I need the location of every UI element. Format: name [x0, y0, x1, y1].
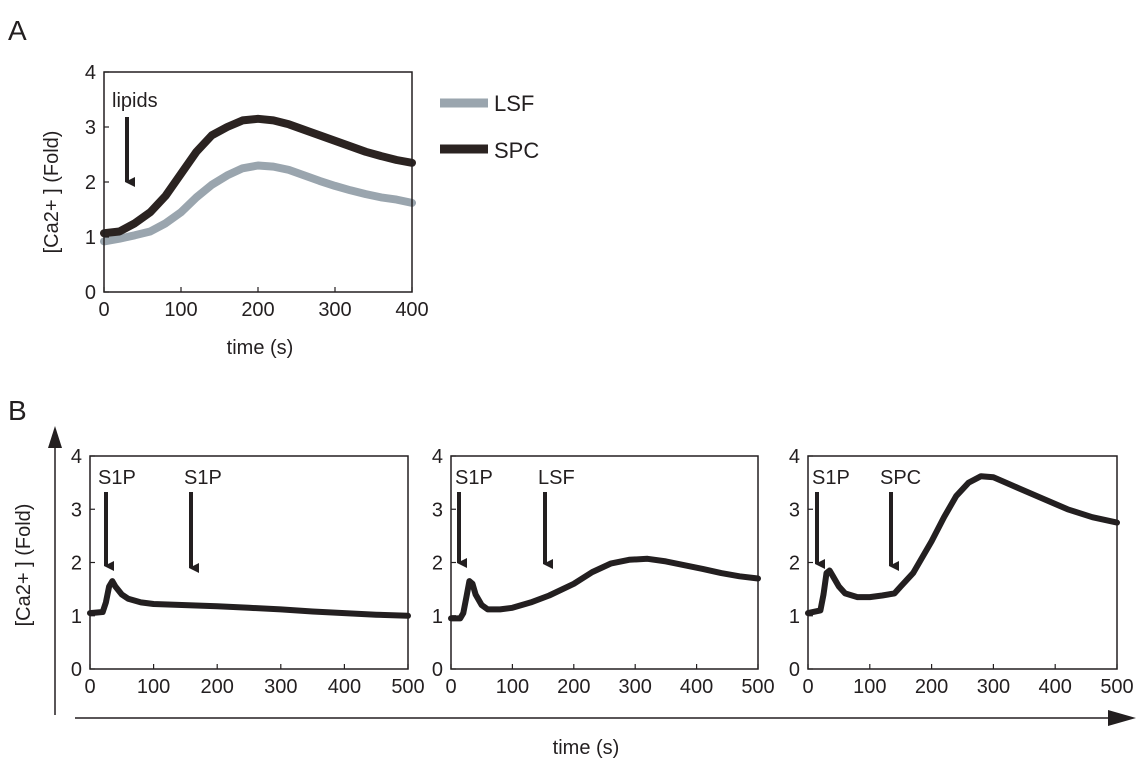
chart-b2-series-layer — [448, 555, 761, 622]
chart-b1-frame — [89, 455, 409, 670]
chart-b2-frame — [450, 455, 759, 670]
chart-b3-annotation-spc: SPC — [880, 467, 921, 489]
chart-b2-ytick-label: 2 — [432, 553, 443, 575]
chart-b2-annotation-lsf: LSF — [538, 467, 575, 489]
chart-a-ytick-label: 3 — [85, 117, 96, 139]
chart-a-xtick-label: 200 — [241, 299, 274, 321]
chart-a-legend: LSF SPC — [440, 91, 539, 163]
chart-b2-xtick-label: 500 — [741, 676, 774, 698]
chart-b3-xtick-label: 100 — [853, 676, 886, 698]
chart-b3-xtick-label: 400 — [1039, 676, 1072, 698]
chart-b1-ytick-label: 2 — [71, 553, 82, 575]
chart-b3-xtick-label: 200 — [915, 676, 948, 698]
chart-b3-xtick-label: 500 — [1100, 676, 1133, 698]
chart-b1-annotation-s1p-1: S1P — [98, 467, 136, 489]
chart-b2-xtick-label: 400 — [680, 676, 713, 698]
chart-b2-annotation-s1p: S1P — [455, 467, 493, 489]
chart-a-ylabel: [Ca2+ ] (Fold) — [41, 131, 63, 254]
legend-label-lsf: LSF — [494, 91, 534, 116]
chart-a-ytick-label: 2 — [85, 172, 96, 194]
chart-b1-series-layer — [87, 578, 411, 619]
chart-b3: 0 100 200 300 400 500 0 1 2 3 4 S1P SPC — [789, 446, 1134, 698]
chart-b1-ytick-label: 1 — [71, 606, 82, 628]
chart-b1: 0 100 200 300 400 500 0 1 2 3 4 S1P S1P — [71, 446, 425, 698]
chart-b2-xtick-label: 0 — [445, 676, 456, 698]
chart-a-series-layer — [100, 114, 416, 246]
chart-b1-xtick-label: 100 — [137, 676, 170, 698]
chart-a-series-lsf — [100, 161, 416, 246]
chart-b3-series-line-0 — [805, 473, 1120, 617]
chart-a-ytick-label: 1 — [85, 227, 96, 249]
chart-b1-xtick-label: 500 — [391, 676, 424, 698]
panel-b-shared-axes: [Ca2+ ] (Fold) time (s) — [13, 426, 1136, 759]
chart-b3-xtick-label: 300 — [977, 676, 1010, 698]
chart-b2-xtick-label: 300 — [619, 676, 652, 698]
chart-b3-ytick-label: 0 — [789, 659, 800, 681]
chart-b3-series-layer — [805, 473, 1120, 617]
chart-b3-ytick-label: 3 — [789, 499, 800, 521]
chart-b2-ytick-label: 0 — [432, 659, 443, 681]
chart-b1-ytick-label: 3 — [71, 499, 82, 521]
chart-b2-ticks: 0 100 200 300 400 500 0 1 2 3 4 — [432, 446, 775, 698]
chart-b1-xtick-label: 200 — [201, 676, 234, 698]
panel-label-b: B — [8, 395, 27, 426]
chart-b2-ytick-label: 4 — [432, 446, 443, 468]
chart-b3-xtick-label: 0 — [802, 676, 813, 698]
chart-b1-ytick-label: 4 — [71, 446, 82, 468]
chart-a-ticks: 0 100 200 300 400 0 1 2 3 4 — [85, 62, 429, 321]
chart-a-xtick-label: 100 — [164, 299, 197, 321]
panel-b-xlabel: time (s) — [553, 737, 620, 759]
panel-b-ylabel: [Ca2+ ] (Fold) — [13, 504, 35, 627]
chart-b3-annotation-s1p: S1P — [812, 467, 850, 489]
chart-b2-xtick-label: 200 — [557, 676, 590, 698]
chart-b2-ytick-label: 1 — [432, 606, 443, 628]
chart-b1-xtick-label: 300 — [264, 676, 297, 698]
chart-a: 0 100 200 300 400 0 1 2 3 4 [Ca2+ ] (Fold) time (… — [41, 62, 539, 359]
chart-a-xtick-label: 400 — [395, 299, 428, 321]
panel-b-y-axis-arrowhead — [48, 426, 62, 448]
chart-b1-xtick-label: 400 — [328, 676, 361, 698]
chart-a-xlabel: time (s) — [227, 337, 294, 359]
chart-a-series-spc — [100, 114, 416, 238]
chart-b1-annotation-s1p-2: S1P — [184, 467, 222, 489]
chart-a-annotation-lipids: lipids — [112, 90, 158, 112]
chart-a-xtick-label: 300 — [318, 299, 351, 321]
chart-b1-xtick-label: 0 — [84, 676, 95, 698]
chart-b1-ytick-label: 0 — [71, 659, 82, 681]
chart-b1-series-line-0 — [87, 578, 411, 619]
chart-b3-ytick-label: 1 — [789, 606, 800, 628]
chart-a-ytick-label: 0 — [85, 282, 96, 304]
chart-a-ytick-label: 4 — [85, 62, 96, 84]
panel-label-a: A — [8, 15, 27, 46]
chart-b1-ticks: 0 100 200 300 400 500 0 1 2 3 4 — [71, 446, 425, 698]
chart-b3-ytick-label: 4 — [789, 446, 800, 468]
chart-b3-ticks: 0 100 200 300 400 500 0 1 2 3 4 — [789, 446, 1134, 698]
legend-label-spc: SPC — [494, 138, 539, 163]
chart-b2-ytick-label: 3 — [432, 499, 443, 521]
chart-b3-ytick-label: 2 — [789, 553, 800, 575]
chart-b2: 0 100 200 300 400 500 0 1 2 3 4 S1P LSF — [432, 446, 775, 698]
chart-b2-xtick-label: 100 — [496, 676, 529, 698]
chart-b2-series-line-0 — [448, 555, 761, 622]
chart-a-xtick-label: 0 — [98, 299, 109, 321]
panel-b-x-axis-arrowhead — [1108, 710, 1136, 726]
